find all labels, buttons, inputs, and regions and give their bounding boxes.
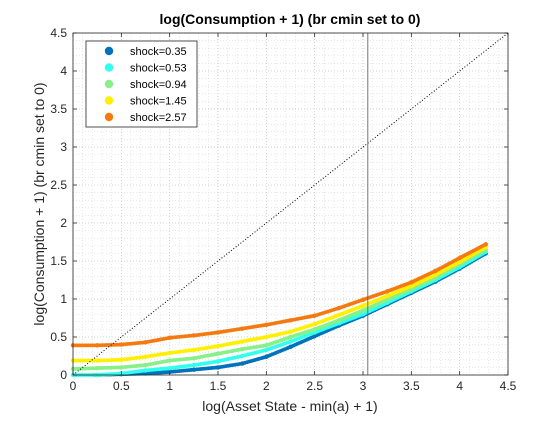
data-layer: [70, 242, 488, 378]
y-tick-label: 0: [60, 368, 67, 382]
legend-marker: [104, 46, 114, 56]
y-tick-label: 3.5: [50, 102, 67, 116]
chart-title: log(Consumption + 1) (br cmin set to 0): [160, 11, 421, 27]
x-tick-label: 0: [70, 379, 77, 393]
legend-label: shock=0.94: [130, 79, 187, 91]
y-tick-label: 0.5: [50, 330, 67, 344]
legend-label: shock=2.57: [130, 112, 187, 124]
data-point: [482, 242, 487, 247]
y-tick-label: 2.5: [50, 178, 67, 192]
diagonal-reference-line: [72, 32, 509, 376]
x-tick-label: 2.5: [306, 379, 323, 393]
x-tick-label: 1.5: [210, 379, 227, 393]
y-tick-label: 2: [60, 216, 67, 230]
x-tick-label: 3.5: [403, 379, 420, 393]
series-4: [70, 242, 488, 348]
legend-label: shock=0.35: [130, 46, 187, 58]
legend-label: shock=0.53: [130, 63, 187, 75]
legend-marker: [104, 96, 114, 105]
x-axis-label: log(Asset State - min(a) + 1): [202, 398, 377, 414]
legend-marker: [104, 112, 114, 122]
y-tick-label: 4.5: [50, 26, 67, 40]
y-tick-label: 3: [60, 140, 67, 154]
x-tick-label: 2: [263, 379, 270, 393]
y-tick-label: 4: [60, 64, 67, 78]
y-axis-label: log(Consumption + 1) (br cmin set to 0): [31, 82, 47, 325]
x-tick-label: 1: [166, 379, 173, 393]
x-tick-label: 0.5: [113, 379, 130, 393]
axes-box: [72, 32, 509, 376]
x-tick-label: 3: [360, 379, 367, 393]
legend-box: [85, 40, 198, 128]
legend[interactable]: shock=0.35 shock=0.53 shock=0.94 shock=1.45…: [85, 40, 198, 128]
y-tick-label: 1: [60, 292, 67, 306]
x-tick-label: 4: [456, 379, 463, 393]
ticks: 0 0.5 1 1.5 2 2.5 3 3.5 4 4.5 0 0.5 1 1.5 2 2.5 3 3.5 4 4.5: [50, 26, 516, 393]
legend-marker: [104, 63, 114, 72]
legend-label: shock=1.45: [130, 96, 187, 108]
y-tick-label: 1.5: [50, 254, 67, 268]
x-tick-label: 4.5: [500, 379, 517, 393]
legend-marker: [104, 79, 114, 89]
